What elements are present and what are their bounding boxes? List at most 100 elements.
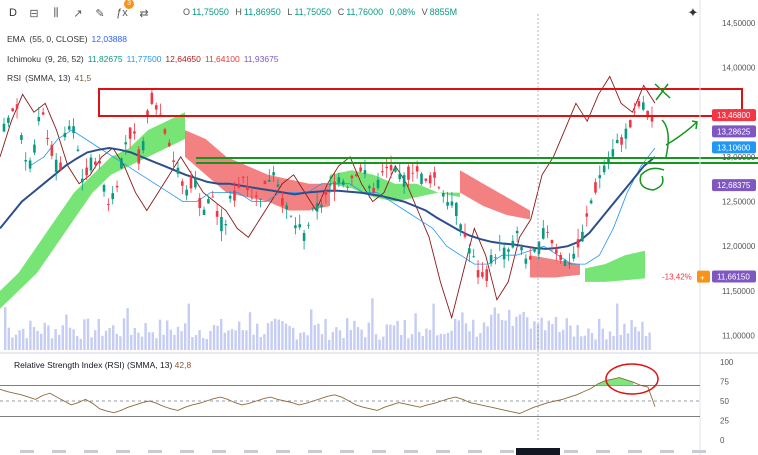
candle-body <box>459 224 462 230</box>
volume-bar <box>295 339 298 350</box>
candle-body <box>546 231 549 233</box>
candle-body <box>72 126 75 134</box>
line-tool-icon[interactable]: ↗ <box>73 7 83 20</box>
candle-body <box>398 173 402 180</box>
candle-body <box>511 240 515 248</box>
volume-bar <box>590 333 594 350</box>
candle-body <box>559 254 562 260</box>
volume-bar <box>331 332 334 350</box>
time-tick-mark <box>692 450 706 453</box>
volume-bar <box>76 336 79 350</box>
candle-body <box>307 224 310 226</box>
legend-rsi[interactable]: RSI (SMMA, 13) 41,5 <box>7 73 95 83</box>
volume-bar <box>54 329 57 350</box>
volume-bar <box>392 325 396 350</box>
volume-bar <box>454 318 457 350</box>
volume-bar <box>587 328 590 350</box>
volume-bar <box>202 338 205 350</box>
volume-bar <box>594 339 597 350</box>
interval-button[interactable]: D <box>9 7 17 19</box>
compare-icon[interactable]: ⊟ <box>29 7 39 20</box>
volume-bar <box>133 327 136 350</box>
volume-bar <box>266 323 270 350</box>
volume-bar <box>428 329 432 350</box>
sparkle-icon[interactable]: ✦ <box>687 5 699 20</box>
legend-rsi-name: RSI <box>7 73 22 83</box>
candle-body <box>259 198 262 200</box>
time-tick-mark <box>52 450 66 453</box>
volume-bar <box>130 334 133 350</box>
legend-ema-name: EMA <box>7 34 26 44</box>
candle-body <box>468 248 471 254</box>
candle-body <box>250 197 254 199</box>
volume-bar <box>108 327 111 350</box>
candle-body <box>120 158 123 169</box>
candle-body <box>363 170 367 174</box>
volume-bar <box>626 333 630 350</box>
volume-bar <box>464 323 468 350</box>
volume-bar <box>580 336 583 350</box>
candle-body <box>107 203 110 206</box>
price-tag <box>712 109 756 122</box>
time-tick-mark <box>20 450 34 453</box>
legend-ema[interactable]: EMA (55, 0, CLOSE) 12,03888 <box>7 34 131 44</box>
volume-bar <box>630 320 633 350</box>
volume-bar <box>65 314 68 350</box>
rsi-pane-legend[interactable]: Relative Strength Index (RSI) (SMMA, 13)… <box>14 360 191 370</box>
volume-bar <box>634 326 637 350</box>
candle-body <box>159 113 162 115</box>
legend-ichimoku[interactable]: Ichimoku (9, 26, 52) 11,82675 11,77500 12,64… <box>7 54 283 64</box>
volume-bar <box>515 316 518 350</box>
volume-bar <box>25 338 28 350</box>
rsi-tick-label: 25 <box>720 417 729 426</box>
candles-icon[interactable]: ⫼ <box>53 6 59 19</box>
price-tag <box>712 141 756 154</box>
volume-bar <box>540 317 543 350</box>
volume-bar <box>324 318 327 350</box>
open-value: 11,75050 <box>192 7 229 17</box>
candle-body <box>254 195 258 198</box>
candle-body <box>289 215 293 217</box>
volume-bar <box>475 336 478 350</box>
price-tag-label: 13,10600 <box>717 143 751 152</box>
candle-body <box>124 142 128 145</box>
rsi-tick-label: 75 <box>720 378 729 387</box>
volume-bar <box>364 337 367 350</box>
volume-bar <box>572 336 576 350</box>
brush-icon[interactable]: ✎ <box>95 7 105 20</box>
time-axis <box>20 448 706 455</box>
volume-bar <box>439 333 442 350</box>
indicators-icon[interactable]: ƒx 3 <box>112 0 134 23</box>
candle-body <box>189 176 193 189</box>
volume-bar <box>342 338 345 350</box>
volume-bar <box>371 298 374 350</box>
cloud-bearish <box>530 255 580 278</box>
candle-body <box>502 247 506 260</box>
volume-bar <box>389 324 392 350</box>
volume-bar <box>61 325 64 350</box>
volume-bar <box>508 309 511 350</box>
time-tick-mark <box>372 450 386 453</box>
candle-body <box>576 239 580 248</box>
candle-body <box>420 173 423 184</box>
price-tick-label: 11,00000 <box>722 332 755 341</box>
candle-body <box>263 180 267 185</box>
high-label: H <box>235 7 242 17</box>
candle-body <box>20 135 23 140</box>
volume-bar <box>320 334 324 350</box>
settings-icon[interactable]: ⇄ <box>139 7 149 20</box>
volume-bar <box>112 325 115 350</box>
rsi-pane-value: 42,8 <box>174 360 192 370</box>
candle-body <box>354 174 358 177</box>
candle-body <box>2 123 6 132</box>
volume-bars <box>4 298 651 350</box>
candle-body <box>41 112 45 115</box>
rsi-tick-label: 100 <box>720 358 734 367</box>
candle-body <box>267 179 271 182</box>
candle-body <box>489 255 493 264</box>
volume-bar <box>349 329 352 350</box>
legend-ichimoku-lead-a: 11,64100 <box>204 54 240 64</box>
candle-body <box>541 228 545 239</box>
volume-bar <box>241 330 244 350</box>
